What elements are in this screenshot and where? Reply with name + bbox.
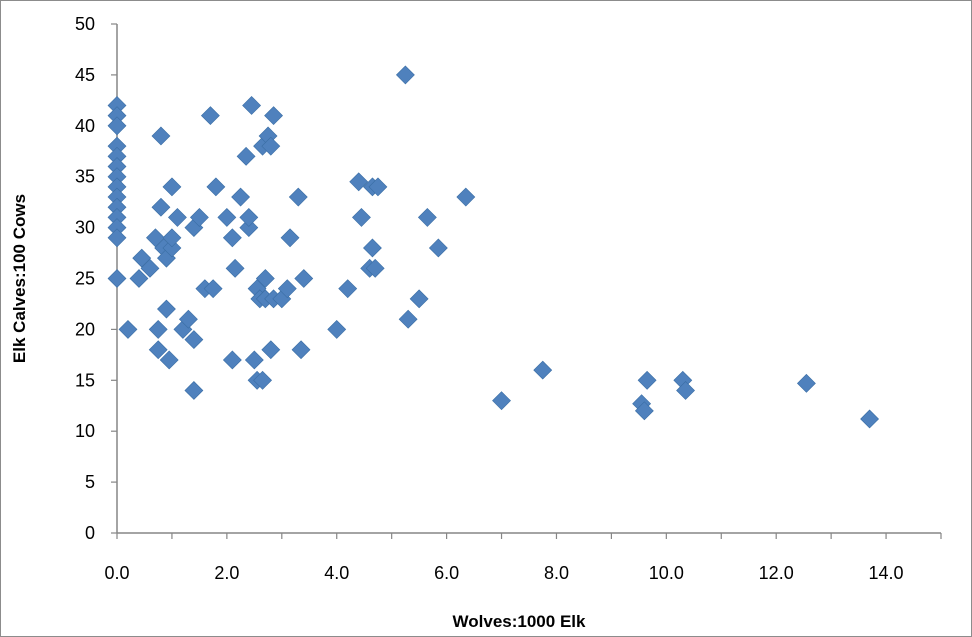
data-point-diamond [222, 228, 242, 248]
y-tick-label: 50 [75, 14, 95, 34]
data-point-diamond [676, 381, 695, 400]
data-point-diamond [368, 177, 388, 197]
data-point-diamond [365, 258, 385, 278]
x-axis: 0.0 2.0 4.0 6.0 8.0 10.0 12.0 14.0 [104, 532, 942, 583]
data-point-diamond [200, 106, 220, 126]
data-point-diamond [148, 319, 168, 339]
y-tick-label: 20 [75, 319, 95, 339]
data-point-diamond [222, 350, 242, 370]
x-tick-label: 8.0 [544, 563, 569, 583]
data-point-diamond [352, 207, 371, 227]
x-tick-label: 10.0 [649, 563, 684, 583]
data-point-diamond [363, 238, 382, 258]
x-axis-title: Wolves:1000 Elk [453, 612, 586, 631]
data-point-diamond [349, 172, 369, 192]
data-point-diamond [225, 258, 245, 278]
x-tick-label: 14.0 [869, 563, 904, 583]
data-point-diamond [398, 309, 418, 329]
data-point-diamond [242, 96, 262, 115]
data-point-diamond [288, 187, 308, 207]
data-point-diamond [264, 106, 283, 126]
data-point-diamond [409, 289, 429, 309]
data-point-diamond [277, 279, 297, 299]
data-point-diamond [168, 207, 187, 227]
data-point-diamond [107, 269, 127, 288]
data-point-diamond [159, 350, 179, 370]
data-point-diamond [148, 340, 168, 360]
data-point-diamond [162, 228, 182, 248]
data-point-diamond [417, 207, 437, 227]
data-point-diamond [217, 207, 237, 227]
data-point-diamond [533, 360, 553, 380]
data-point-diamond [129, 269, 149, 288]
x-tick-label: 12.0 [759, 563, 794, 583]
y-tick-label: 35 [75, 167, 95, 187]
x-tick-label: 2.0 [214, 563, 239, 583]
data-point-diamond [151, 197, 171, 217]
data-point-diamond [280, 228, 300, 248]
data-point-diamond [338, 279, 358, 299]
data-point-diamond [255, 269, 275, 288]
x-tick-label: 4.0 [324, 563, 349, 583]
data-point-diamond [637, 370, 657, 390]
data-point-diamond [244, 350, 264, 370]
y-axis-title: Elk Calves:100 Cows [10, 194, 29, 363]
data-point-diamond [456, 187, 476, 207]
data-point-diamond [184, 381, 204, 400]
y-axis: 0 5 10 15 20 25 30 35 40 45 50 [75, 14, 118, 543]
data-point-diamond [157, 299, 176, 319]
data-point-diamond [107, 116, 127, 136]
data-point-diamond [162, 177, 182, 197]
data-point-diamond [239, 218, 259, 238]
data-point-diamond [203, 279, 223, 299]
data-point-diamond [796, 373, 816, 393]
y-tick-label: 30 [75, 218, 95, 238]
data-points [107, 65, 880, 429]
y-tick-label: 15 [75, 370, 95, 390]
data-point-diamond [206, 177, 226, 197]
data-point-diamond [236, 146, 256, 166]
data-point-diamond [291, 340, 311, 360]
data-point-diamond [140, 258, 160, 278]
data-point-diamond [231, 187, 251, 207]
data-point-diamond [178, 309, 198, 329]
data-point-diamond [261, 340, 281, 360]
x-tick-label: 0.0 [104, 563, 129, 583]
data-point-diamond [261, 136, 281, 156]
data-point-diamond [107, 228, 127, 248]
data-point-diamond [253, 370, 272, 390]
y-tick-label: 40 [75, 116, 95, 136]
y-tick-label: 10 [75, 421, 95, 441]
data-point-diamond [162, 238, 182, 258]
y-tick-label: 45 [75, 65, 95, 85]
data-point-diamond [395, 65, 415, 85]
data-point-diamond [327, 319, 347, 339]
data-point-diamond [634, 401, 654, 421]
data-point-diamond [189, 207, 209, 227]
data-point-diamond [860, 409, 880, 429]
data-point-diamond [294, 269, 314, 288]
data-point-diamond [118, 319, 138, 339]
data-point-diamond [239, 207, 259, 227]
y-tick-label: 0 [85, 523, 95, 543]
data-point-diamond [184, 330, 204, 350]
data-point-diamond [151, 126, 171, 146]
x-tick-label: 6.0 [434, 563, 459, 583]
y-tick-label: 5 [85, 472, 95, 492]
y-tick-label: 25 [75, 269, 95, 289]
data-point-diamond [492, 391, 511, 411]
data-point-diamond [428, 238, 448, 258]
